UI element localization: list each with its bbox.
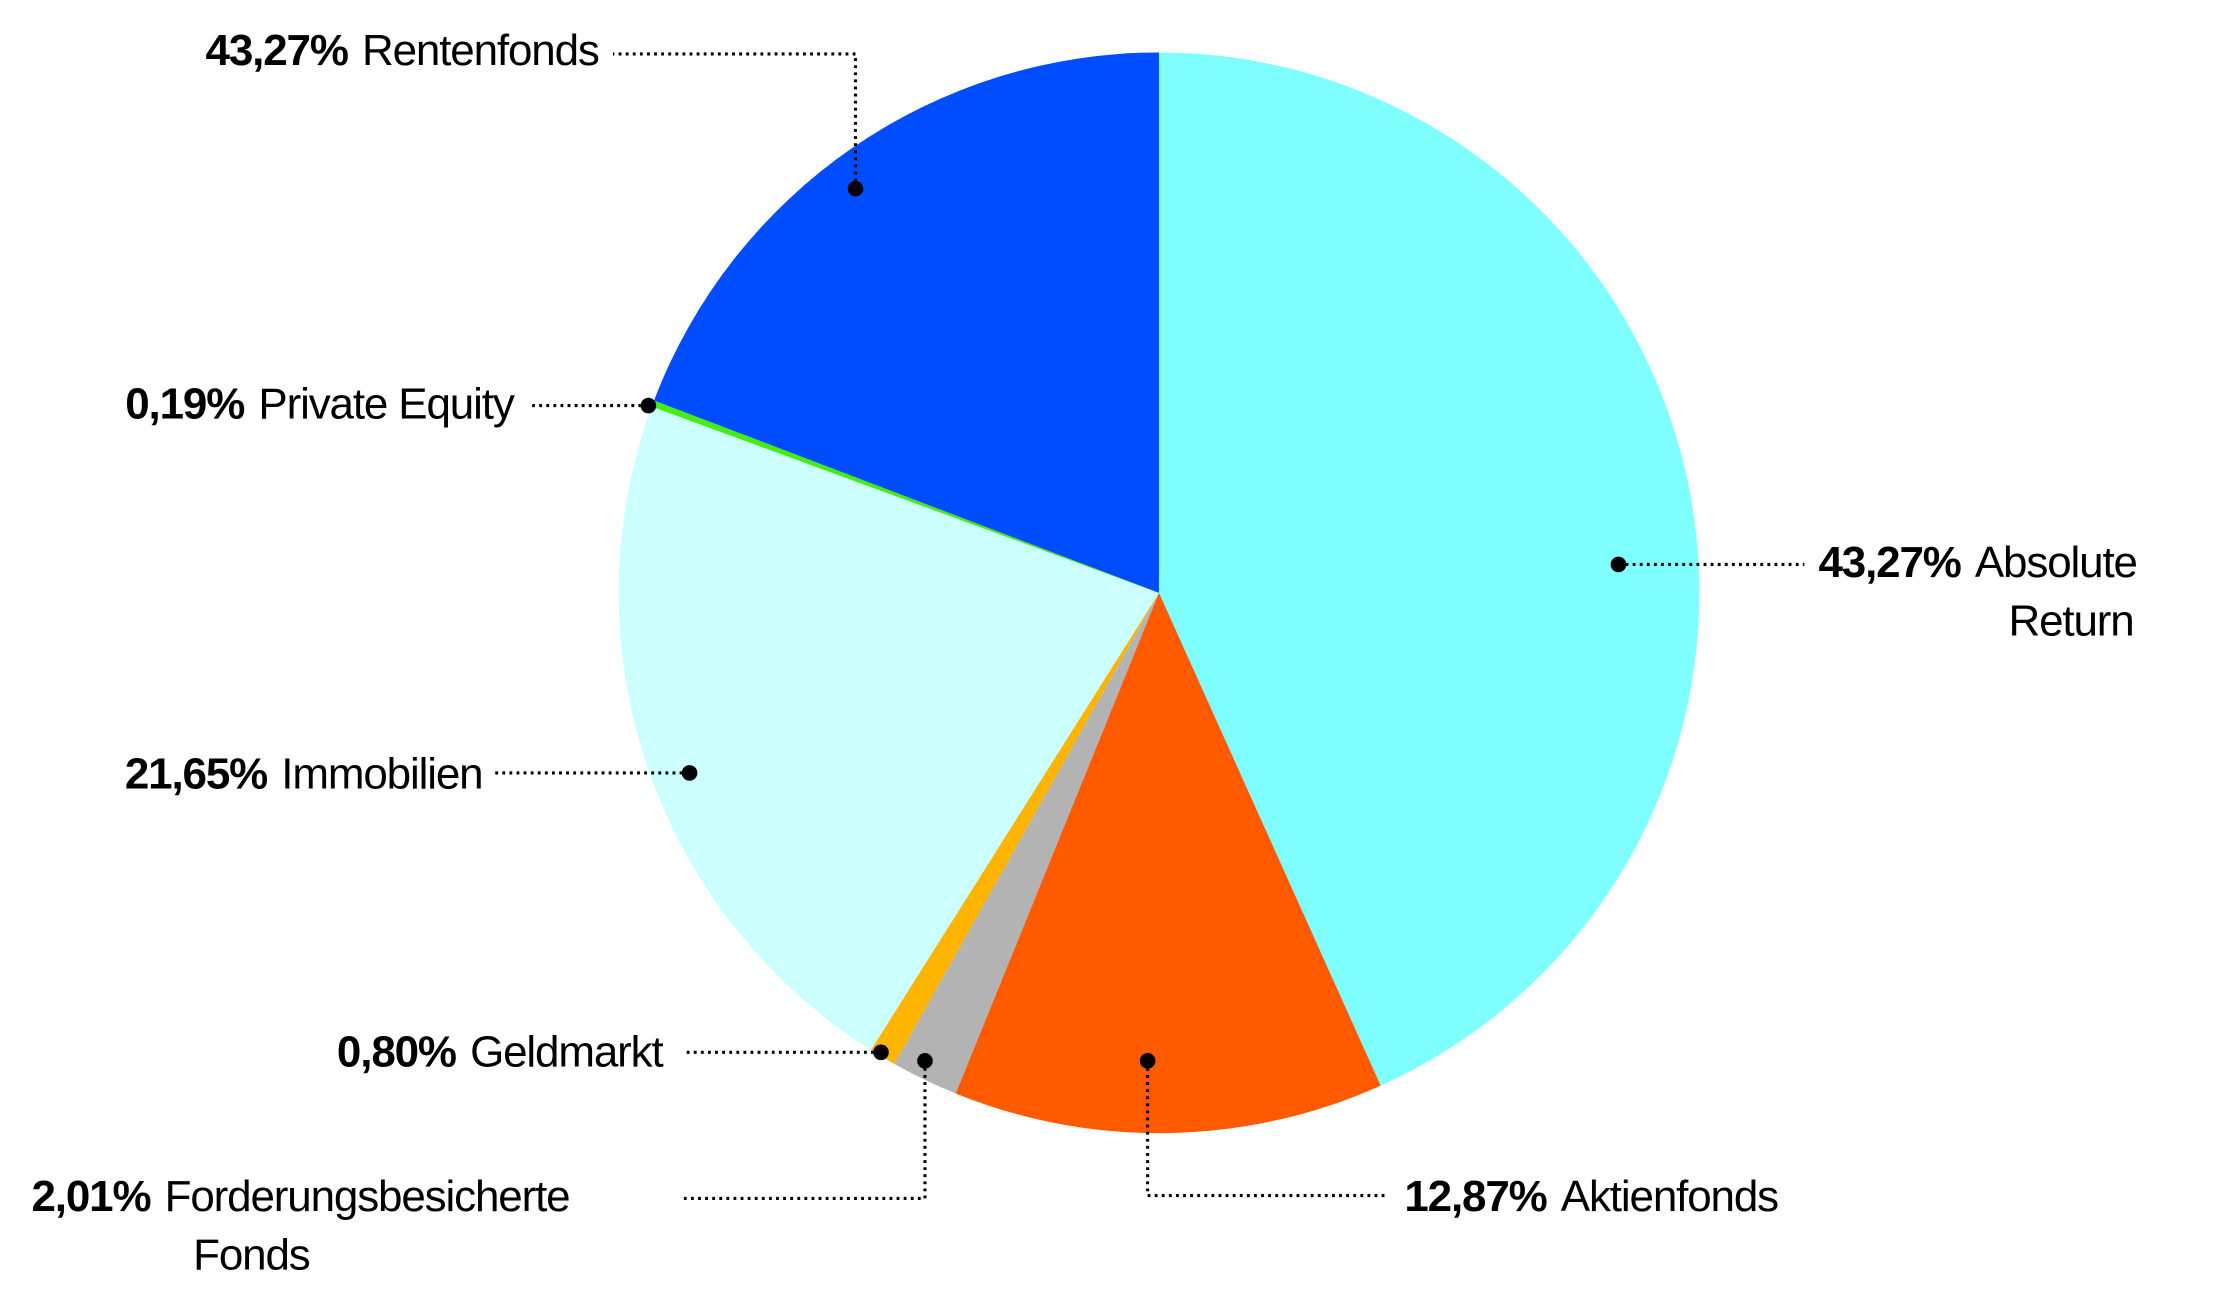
slice-label: 2,01% Forderungsbesicherte — [31, 1172, 569, 1221]
slice-name: Absolute — [1975, 538, 2137, 587]
slice-label: 0,19% Private Equity — [125, 379, 515, 428]
pie-slice-forderungsbesicherte-fonds — [894, 592, 1159, 1094]
pie-slice-private-equity — [651, 400, 1159, 593]
leader-dot — [873, 1044, 889, 1061]
slice-name: Geldmarkt — [470, 1028, 663, 1077]
slice-percent: 43,27% — [1818, 538, 1960, 587]
slice-name-continued: Fonds — [193, 1230, 310, 1279]
leader-line — [1146, 1060, 1388, 1198]
slice-percent: 12,87% — [1404, 1172, 1546, 1221]
slice-percent: 2,01% — [31, 1172, 150, 1221]
slice-percent: 0,80% — [337, 1028, 456, 1077]
label-forderungsbesicherte-fonds: 2,01% Forderungsbesicherte Fonds — [31, 1053, 933, 1279]
pie-slice-immobilien — [618, 406, 1159, 1050]
label-private-equity: 0,19% Private Equity — [125, 379, 657, 428]
label-absolute-return: 43,27% Absolute Return — [1610, 538, 2138, 645]
slice-label: 43,27% Absolute — [1818, 538, 2136, 587]
leader-dot — [1139, 1053, 1156, 1069]
leader-dot — [681, 765, 698, 781]
slice-percent: 21,65% — [125, 750, 267, 799]
slice-label: 21,65% Immobilien — [125, 750, 483, 799]
pie-slices — [618, 52, 1700, 1134]
slice-name: Private Equity — [258, 379, 514, 428]
pie-labels: 43,27% Absolute Return 12,87% Aktienfonds 2,0… — [31, 26, 2138, 1279]
leader-dot — [917, 1053, 933, 1069]
slice-name: Rentenfonds — [362, 26, 599, 75]
leader-dot — [640, 397, 657, 414]
slice-name: Forderungsbesicherte — [165, 1172, 570, 1221]
leader-dot — [847, 180, 864, 197]
label-aktienfonds: 12,87% Aktienfonds — [1139, 1053, 1779, 1221]
label-immobilien: 21,65% Immobilien — [125, 750, 698, 799]
slice-percent: 43,27% — [206, 26, 348, 75]
slice-label: 12,87% Aktienfonds — [1404, 1172, 1778, 1221]
slice-label: 0,80% Geldmarkt — [337, 1028, 664, 1077]
slice-percent: 0,19% — [125, 379, 244, 428]
leader-dot — [1610, 556, 1627, 573]
leader-line — [612, 52, 858, 189]
slice-name: Aktienfonds — [1561, 1172, 1778, 1221]
slice-name-continued: Return — [2008, 596, 2133, 645]
slice-label: 43,27% Rentenfonds — [206, 26, 599, 75]
pie-slice-absolute-return — [1158, 52, 1700, 1086]
leader-line — [683, 1060, 927, 1200]
pie-slice-aktienfonds — [955, 592, 1381, 1134]
label-rentenfonds: 43,27% Rentenfonds — [206, 26, 864, 197]
pie-slice-geldmarkt — [870, 592, 1159, 1064]
slice-name: Immobilien — [281, 750, 482, 799]
pie-slice-rentenfonds — [653, 52, 1159, 593]
label-geldmarkt: 0,80% Geldmarkt — [337, 1028, 889, 1077]
